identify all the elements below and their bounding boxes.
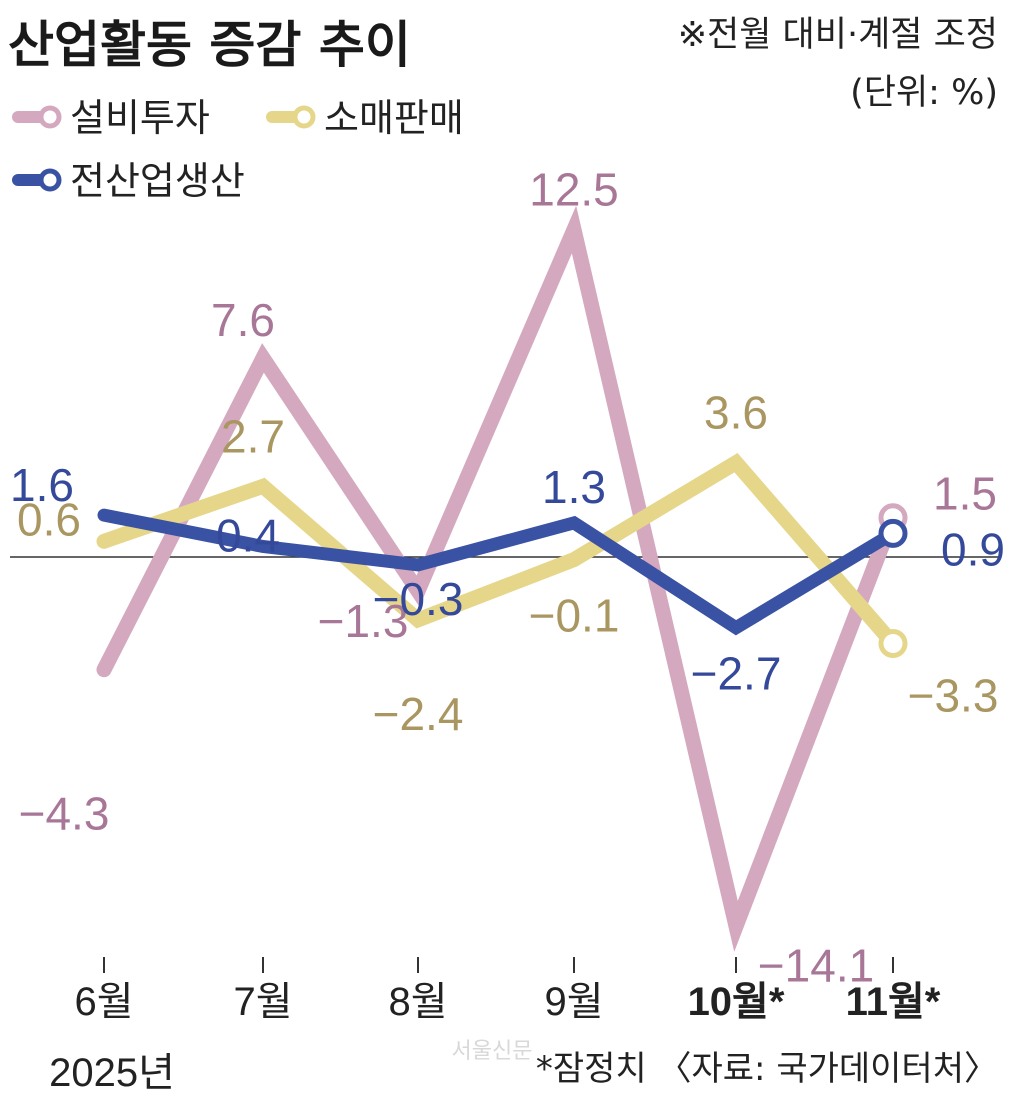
data-label-소매판매: 0.6 xyxy=(17,493,81,545)
data-label-소매판매: −0.1 xyxy=(529,590,620,642)
legend-item-전산업생산: 전산업생산 xyxy=(12,159,245,203)
data-label-전산업생산: 0.4 xyxy=(216,510,280,562)
note-adjustment: ※전월 대비·계절 조정 xyxy=(678,15,998,55)
series-end-marker-전산업생산 xyxy=(878,518,908,548)
legend-label: 설비투자 xyxy=(70,96,210,140)
series-line-전산업생산 xyxy=(97,508,900,636)
x-tick-label: 6월 xyxy=(74,980,133,1024)
series-line-소매판매 xyxy=(96,453,901,651)
data-label-전산업생산: 1.6 xyxy=(10,459,74,511)
x-axis: 6월 7월 8월 9월 10월* 11월* xyxy=(74,957,941,1024)
data-label-전산업생산: −2.7 xyxy=(691,648,782,700)
data-label-전산업생산: 1.3 xyxy=(542,461,606,513)
legend-label: 전산업생산 xyxy=(70,159,245,203)
legend-swatch-marker xyxy=(38,105,62,129)
data-label-설비투자: 12.5 xyxy=(529,164,619,216)
x-tick-label: 8월 xyxy=(388,980,447,1024)
data-label-소매판매: 2.7 xyxy=(221,410,285,462)
watermark: 서울신문 xyxy=(452,1039,533,1064)
legend-item-소매판매: 소매판매 xyxy=(266,96,464,140)
data-label-설비투자: 7.6 xyxy=(211,294,275,346)
data-label-설비투자: −4.3 xyxy=(19,788,110,840)
legend: 설비투자 소매판매 전산업생산 xyxy=(12,96,464,203)
legend-item-설비투자: 설비투자 xyxy=(12,96,210,140)
data-label-전산업생산: −0.3 xyxy=(373,573,464,625)
legend-label: 소매판매 xyxy=(324,96,464,140)
series-end-marker-소매판매 xyxy=(878,629,908,658)
x-tick-label: 10월* xyxy=(688,980,785,1024)
chart-title: 산업활동 증감 추이 xyxy=(8,16,411,74)
data-label-설비투자: −14.1 xyxy=(758,939,874,991)
value-labels: −4.3 7.6 −1.3 12.5 −14.1 1.5 0.6 2.7 −2.4 −0.1 3.6… xyxy=(10,164,1005,992)
data-label-설비투자: −1.3 xyxy=(318,595,409,647)
note-unit: (단위: %) xyxy=(850,73,998,113)
x-tick-label: 11월* xyxy=(846,980,941,1024)
data-label-소매판매: −2.4 xyxy=(373,688,464,740)
legend-swatch-marker xyxy=(292,105,316,129)
series-layer xyxy=(96,205,908,952)
footnote: *잠정치 〈자료: 국가데이터처〉 xyxy=(536,1049,998,1089)
year-label: 2025년 xyxy=(49,1051,175,1095)
data-label-소매판매: −3.3 xyxy=(908,670,999,722)
data-label-전산업생산: 0.9 xyxy=(941,523,1005,575)
x-tick-label: 7월 xyxy=(233,980,292,1024)
x-tick-label: 9월 xyxy=(544,980,603,1024)
data-label-설비투자: 1.5 xyxy=(933,468,997,520)
legend-swatch-marker xyxy=(38,168,62,192)
series-line-설비투자 xyxy=(96,205,901,952)
data-label-소매판매: 3.6 xyxy=(704,387,768,439)
